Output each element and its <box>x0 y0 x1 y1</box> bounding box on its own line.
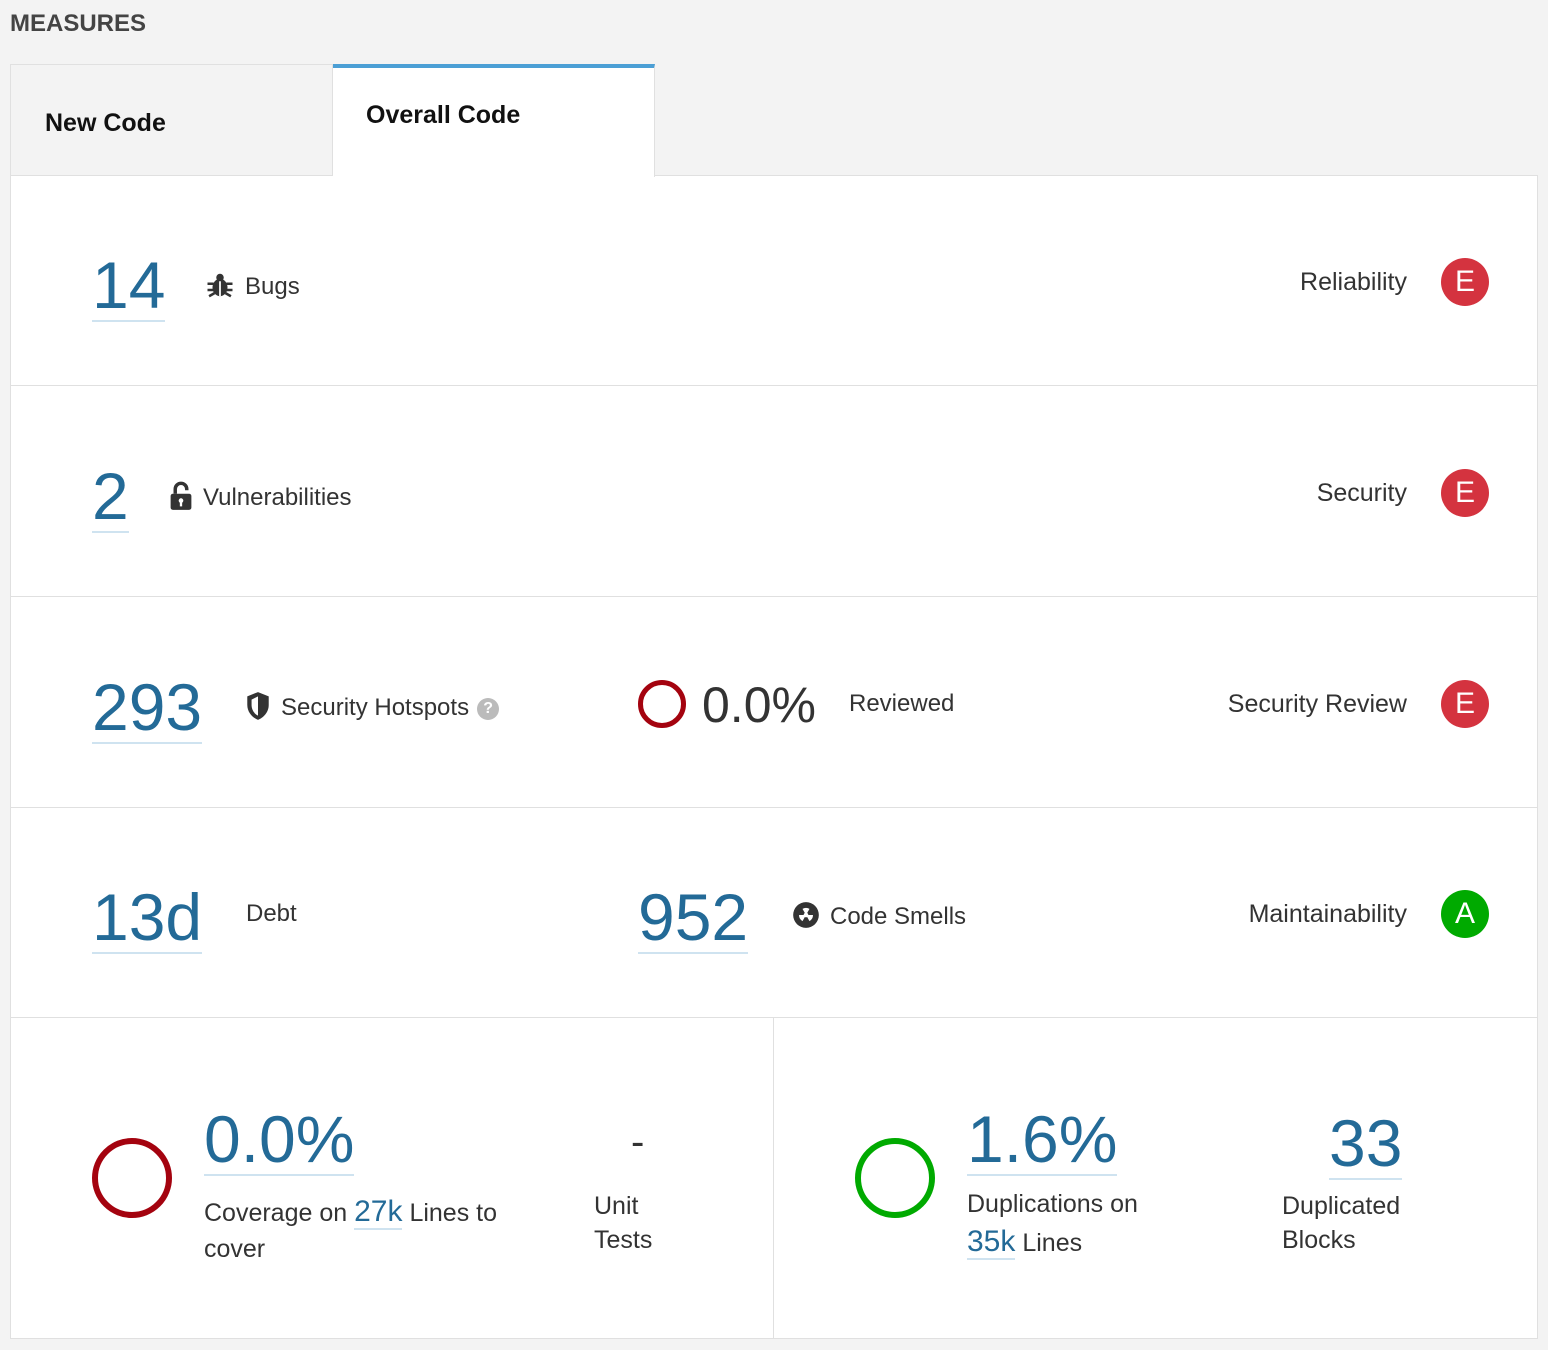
security-row: 2 Vulnerabilities Security E <box>11 387 1537 597</box>
lock-icon <box>169 481 193 516</box>
unit-tests-label-line1: Unit <box>594 1192 639 1220</box>
maintainability-label: Maintainability <box>1248 900 1407 928</box>
duplicated-lines-link[interactable]: 35k <box>967 1224 1016 1260</box>
duplicated-blocks-label: Duplicated Blocks <box>1282 1190 1400 1258</box>
security-rating-badge[interactable]: E <box>1441 469 1489 517</box>
duplications-percentage-link[interactable]: 1.6% <box>967 1102 1118 1176</box>
vulnerabilities-count-link[interactable]: 2 <box>92 459 129 533</box>
security-review-row: 293 Security Hotspots? 0.0% Reviewed Sec… <box>11 598 1537 808</box>
duplications-label-suffix: Lines <box>1022 1228 1083 1257</box>
section-title: MEASURES <box>10 10 147 37</box>
security-review-rating-badge[interactable]: E <box>1441 680 1489 728</box>
duplicated-blocks-label-line2: Blocks <box>1282 1225 1356 1254</box>
period-tabs: New Code Overall Code <box>10 64 655 177</box>
code-smells-label-group: Code Smells <box>792 901 966 934</box>
vulnerabilities-label-group: Vulnerabilities <box>169 481 352 516</box>
security-review-label: Security Review <box>1227 690 1407 718</box>
duplications-ring-chart <box>855 1138 935 1218</box>
bugs-label: Bugs <box>245 272 300 300</box>
coverage-label-line2: cover <box>204 1234 266 1263</box>
security-label: Security <box>1316 479 1407 507</box>
debt-value-link[interactable]: 13d <box>92 880 203 954</box>
duplicated-blocks-link[interactable]: 33 <box>1329 1106 1403 1180</box>
code-smells-count-link[interactable]: 952 <box>638 880 749 954</box>
duplications-label-line1: Duplications on <box>967 1190 1138 1218</box>
hotspots-label: Security Hotspots <box>281 693 470 721</box>
unit-tests-label: Unit Tests <box>594 1190 652 1258</box>
hotspots-count-link[interactable]: 293 <box>92 670 203 744</box>
help-icon[interactable]: ? <box>477 697 500 720</box>
lines-to-cover-link[interactable]: 27k <box>354 1195 403 1230</box>
duplicated-blocks-label-line1: Duplicated <box>1282 1192 1401 1220</box>
shield-icon <box>245 691 271 726</box>
debt-label: Debt <box>246 900 297 927</box>
bugs-label-group: Bugs <box>205 270 300 305</box>
reliability-rating-badge[interactable]: E <box>1441 258 1489 306</box>
tab-new-code[interactable]: New Code <box>10 64 333 176</box>
duplications-section: 1.6% Duplications on 35k Lines 33 Duplic… <box>775 1018 1537 1338</box>
coverage-duplications-area: 0.0% Coverage on 27k Lines to cover - Un… <box>11 1018 1537 1338</box>
reliability-row: 14 Bugs Reliability E <box>11 176 1537 386</box>
code-smells-label: Code Smells <box>830 902 967 930</box>
coverage-description: Coverage on 27k Lines to cover <box>204 1192 497 1266</box>
duplications-description: Duplications on 35k Lines <box>967 1188 1138 1262</box>
reviewed-label: Reviewed <box>849 690 955 717</box>
maintainability-rating-badge[interactable]: A <box>1441 890 1489 938</box>
unit-tests-label-line2: Tests <box>594 1225 653 1254</box>
coverage-label-prefix: Coverage on <box>204 1199 348 1227</box>
reviewed-ring-chart <box>638 680 686 728</box>
reliability-label: Reliability <box>1300 268 1407 296</box>
measures-panel: 14 Bugs Reliability E 2 Vulnerabilities … <box>10 175 1538 1339</box>
tab-overall-code[interactable]: Overall Code <box>333 64 655 177</box>
bugs-count-link[interactable]: 14 <box>92 248 166 322</box>
bug-icon <box>205 270 235 305</box>
coverage-section: 0.0% Coverage on 27k Lines to cover - Un… <box>11 1018 774 1338</box>
radioactive-icon <box>792 901 820 934</box>
coverage-percentage-link[interactable]: 0.0% <box>204 1102 355 1176</box>
unit-tests-value: - <box>631 1120 645 1164</box>
hotspots-label-group: Security Hotspots? <box>245 691 500 726</box>
reviewed-percentage: 0.0% <box>702 677 816 733</box>
vulnerabilities-label: Vulnerabilities <box>203 483 352 511</box>
coverage-ring-chart <box>92 1138 172 1218</box>
maintainability-row: 13d Debt 952 Code Smells Maintainability… <box>11 808 1537 1018</box>
coverage-label-suffix: Lines to <box>409 1199 497 1227</box>
